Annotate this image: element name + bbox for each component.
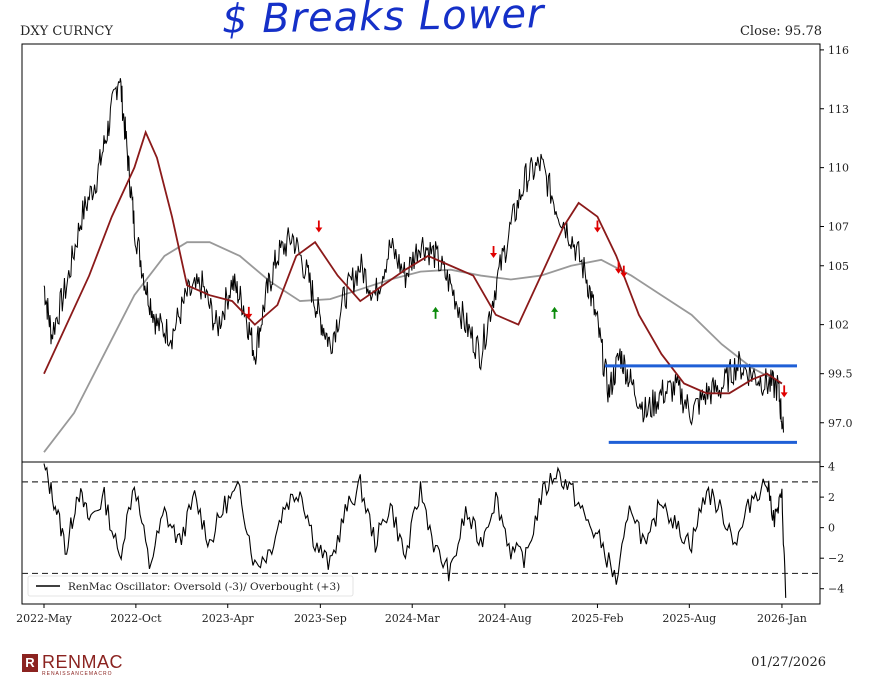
oscillator-frame (21, 461, 821, 605)
brand-name: RENMAC (42, 652, 124, 672)
price-y-tick-label: 99.5 (828, 368, 853, 381)
price-line (43, 78, 784, 433)
price-y-tick-label: 113 (828, 103, 849, 116)
ticker-label: DXY CURNCY (20, 24, 113, 39)
sell-signal-arrow-icon (315, 220, 323, 233)
price-panel: 97.0 99.5 102 105 107 110 113 116 (21, 43, 853, 463)
renmac-logo-icon: R (22, 653, 38, 672)
x-tick-label: 2023-Apr (202, 612, 255, 625)
price-y-tick-label: 110 (828, 162, 849, 175)
x-tick-label: 2023-Sep (294, 612, 347, 625)
sell-signal-arrow-icon (490, 246, 498, 259)
price-y-tick-label: 116 (828, 44, 849, 57)
price-y-tick-label: 97.0 (828, 417, 853, 430)
x-tick-label: 2024-Mar (385, 612, 441, 625)
sell-signal-arrow-icon (780, 385, 788, 398)
buy-signal-arrow-icon (551, 306, 559, 319)
osc-y-tick-label: 4 (828, 461, 835, 474)
sell-signal-arrow-icon (620, 265, 628, 278)
report-date: 01/27/2026 (751, 655, 826, 670)
price-y-tick-label: 107 (828, 221, 849, 234)
x-tick-label: 2022-May (16, 612, 73, 625)
osc-y-tick-label: −4 (828, 583, 844, 596)
sell-signal-arrow-icon (615, 261, 623, 274)
sell-signal-arrow-icon (245, 306, 253, 319)
close-value: Close: 95.78 (739, 24, 822, 39)
oscillator-panel: −4 −2 0 2 4 RenMac Oscillator: Oversold (-3)/… (21, 461, 844, 605)
price-y-tick-label: 102 (828, 319, 849, 332)
sell-signal-arrow-icon (593, 220, 601, 233)
x-tick-label: 2025-Aug (662, 612, 716, 625)
x-tick-label: 2022-Oct (110, 612, 162, 625)
fast-moving-average-line (43, 129, 783, 395)
slow-moving-average-line (43, 241, 783, 453)
brand-logo: R RENMAC RENAISSANCEMACRO (22, 652, 124, 677)
osc-y-tick-label: −2 (828, 552, 844, 565)
brand-subtitle: RENAISSANCEMACRO (42, 671, 113, 677)
osc-y-tick-label: 2 (828, 491, 835, 504)
legend-label: RenMac Oscillator: Oversold (-3)/ Overbo… (68, 581, 340, 593)
x-axis: 2022-May 2022-Oct 2023-Apr 2023-Sep 2024-Mar… (16, 604, 807, 625)
legend-box (27, 575, 354, 597)
osc-y-tick-label: 0 (828, 522, 835, 535)
buy-signal-arrow-icon (432, 306, 440, 319)
x-tick-label: 2024-Aug (478, 612, 532, 625)
x-tick-label: 2025-Feb (571, 612, 623, 625)
oscillator-line (43, 463, 787, 598)
price-y-tick-label: 105 (828, 260, 849, 273)
oscillator-legend: RenMac Oscillator: Oversold (-3)/ Overbo… (27, 575, 354, 597)
x-tick-label: 2026-Jan (757, 612, 807, 625)
